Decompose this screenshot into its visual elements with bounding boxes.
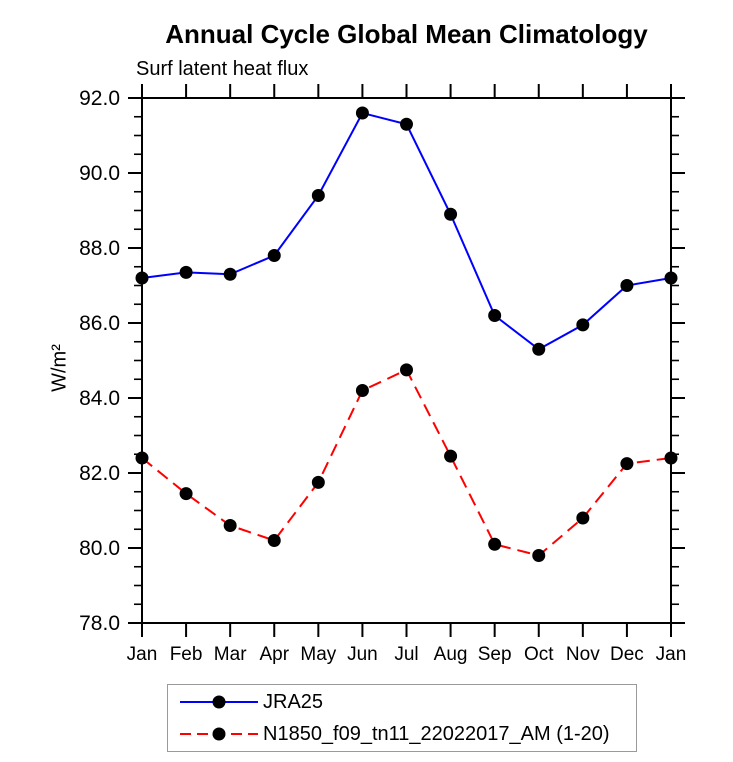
- data-point: [223, 267, 237, 281]
- data-point: [620, 279, 634, 292]
- data-point: [179, 487, 193, 501]
- data-point: [532, 549, 546, 562]
- data-point: [488, 537, 502, 551]
- data-point: [400, 363, 413, 377]
- data-point: [179, 265, 193, 279]
- data-point: [664, 451, 678, 465]
- data-point: [355, 106, 369, 120]
- plot-border: [141, 97, 672, 624]
- x-tick-label: Oct: [524, 644, 554, 665]
- x-tick-label: Feb: [170, 644, 203, 665]
- data-point: [488, 309, 502, 322]
- data-points-1: [135, 363, 678, 562]
- x-tick-label: Dec: [610, 644, 644, 665]
- x-tick-label: Nov: [566, 644, 600, 665]
- legend-marker: [212, 727, 226, 741]
- series-line-0: [141, 111, 672, 351]
- x-tick-label: Jul: [394, 644, 418, 665]
- y-axis-ticks: 78.0 80.0 82.0 84.0 86.0 88.0 90.0 92.0: [79, 87, 685, 635]
- x-tick-label: Aug: [434, 644, 468, 665]
- legend-line-sample-n1850: [180, 727, 258, 741]
- x-axis-ticks: Jan Feb Mar Apr May Jun Jul Aug Sep Oct Nov Dec Jan: [127, 84, 687, 665]
- y-tick-label: 82.0: [79, 462, 120, 485]
- y-tick-label: 88.0: [79, 237, 120, 260]
- data-point: [355, 384, 369, 397]
- data-point: [311, 189, 325, 202]
- y-tick-label: 80.0: [79, 537, 120, 560]
- data-point: [532, 342, 546, 356]
- data-point: [311, 475, 325, 489]
- legend-marker: [212, 695, 226, 709]
- legend-item-jra25: JRA25: [168, 686, 636, 718]
- legend-label-n1850: N1850_f09_tn11_22022017_AM (1-20): [263, 722, 610, 745]
- data-point: [223, 519, 237, 532]
- chart-subtitle: Surf latent heat flux: [136, 58, 309, 80]
- data-point: [576, 318, 590, 332]
- data-point: [267, 249, 281, 262]
- legend-item-n1850: N1850_f09_tn11_22022017_AM (1-20): [168, 718, 636, 750]
- y-tick-label: 78.0: [79, 612, 120, 635]
- y-tick-label: 92.0: [79, 87, 120, 110]
- y-tick-label: 90.0: [79, 162, 120, 185]
- x-tick-label: Sep: [478, 644, 512, 665]
- data-point: [576, 511, 590, 525]
- data-point: [135, 451, 149, 465]
- data-points-0: [135, 106, 678, 356]
- data-point: [444, 449, 458, 463]
- x-tick-label: Apr: [259, 644, 289, 665]
- data-point: [135, 271, 149, 285]
- data-point: [444, 207, 458, 221]
- x-tick-label: Jun: [347, 644, 378, 665]
- data-point: [664, 271, 678, 285]
- x-tick-label: Jan: [127, 644, 158, 665]
- data-point: [620, 457, 634, 471]
- y-tick-label: 84.0: [79, 387, 120, 410]
- legend-label-jra25: JRA25: [263, 690, 324, 713]
- data-point: [267, 534, 281, 547]
- x-tick-label: Jan: [656, 644, 687, 665]
- x-tick-label: Mar: [214, 644, 247, 665]
- chart-title: Annual Cycle Global Mean Climatology: [165, 19, 648, 49]
- x-tick-label: May: [300, 644, 336, 665]
- y-tick-label: 86.0: [79, 312, 120, 335]
- series-line-1: [141, 368, 672, 557]
- legend-line-sample-jra25: [180, 695, 258, 709]
- legend: JRA25 N1850_f09_tn11_22022017_AM (1-20): [167, 684, 637, 752]
- data-point: [400, 117, 413, 131]
